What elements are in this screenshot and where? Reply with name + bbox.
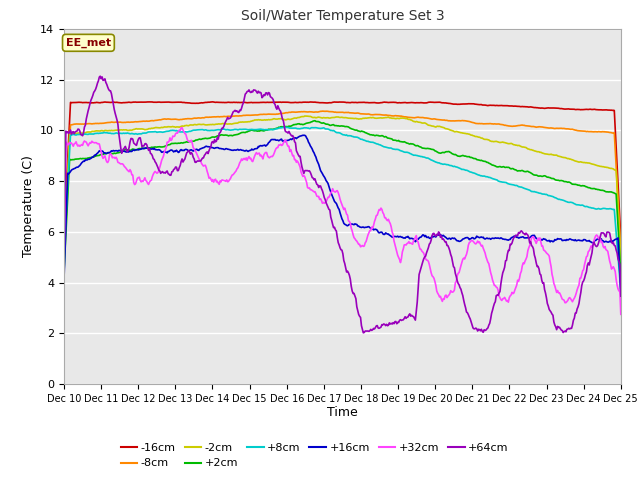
+8cm <box>617 288 625 294</box>
+8cm <box>389 146 397 152</box>
-16cm <box>209 99 216 105</box>
+16cm <box>60 276 68 282</box>
+8cm <box>204 128 211 133</box>
-8cm <box>60 243 68 249</box>
-2cm <box>389 115 397 121</box>
Y-axis label: Temperature (C): Temperature (C) <box>22 156 35 257</box>
+64cm <box>617 293 625 299</box>
-2cm <box>433 123 440 129</box>
-16cm <box>480 102 488 108</box>
+32cm <box>178 125 186 131</box>
-8cm <box>204 114 211 120</box>
+2cm <box>389 137 397 143</box>
+8cm <box>433 159 440 165</box>
+8cm <box>60 249 68 254</box>
-8cm <box>159 117 166 122</box>
-8cm <box>433 117 440 122</box>
+2cm <box>311 118 319 123</box>
-2cm <box>60 256 68 262</box>
+16cm <box>389 234 397 240</box>
Legend: -16cm, -8cm, -2cm, +2cm, +8cm, +16cm, +32cm, +64cm: -16cm, -8cm, -2cm, +2cm, +8cm, +16cm, +3… <box>121 443 508 468</box>
-16cm <box>433 99 440 105</box>
+16cm <box>617 290 625 296</box>
Title: Soil/Water Temperature Set 3: Soil/Water Temperature Set 3 <box>241 10 444 24</box>
+16cm <box>159 149 166 155</box>
-8cm <box>319 108 326 114</box>
+16cm <box>433 232 440 238</box>
Line: +2cm: +2cm <box>64 120 621 274</box>
+32cm <box>60 259 68 265</box>
Line: +16cm: +16cm <box>64 135 621 293</box>
-2cm <box>301 113 308 119</box>
-16cm <box>617 236 625 241</box>
+32cm <box>389 232 397 238</box>
+2cm <box>204 136 211 142</box>
+32cm <box>159 156 166 161</box>
+8cm <box>284 124 291 130</box>
+16cm <box>299 132 307 138</box>
-2cm <box>204 122 211 128</box>
Line: -16cm: -16cm <box>64 102 621 239</box>
+2cm <box>60 269 68 275</box>
+8cm <box>313 125 321 131</box>
-2cm <box>313 115 321 120</box>
+64cm <box>97 73 104 79</box>
+32cm <box>617 312 625 317</box>
-2cm <box>617 257 625 263</box>
-16cm <box>204 99 211 105</box>
-8cm <box>480 121 488 127</box>
+64cm <box>434 232 442 238</box>
+16cm <box>480 236 488 241</box>
+32cm <box>480 248 488 253</box>
Text: EE_met: EE_met <box>66 37 111 48</box>
+64cm <box>159 170 167 176</box>
+2cm <box>313 119 321 124</box>
Line: -8cm: -8cm <box>64 111 621 250</box>
+16cm <box>204 144 211 149</box>
+32cm <box>433 288 440 294</box>
Line: -2cm: -2cm <box>64 116 621 260</box>
+64cm <box>360 330 367 336</box>
X-axis label: Time: Time <box>327 407 358 420</box>
-16cm <box>313 99 321 105</box>
-8cm <box>389 113 397 119</box>
+2cm <box>480 158 488 164</box>
Line: +32cm: +32cm <box>64 128 621 314</box>
Line: +64cm: +64cm <box>64 76 621 333</box>
+64cm <box>313 181 321 187</box>
+8cm <box>480 173 488 179</box>
+16cm <box>313 157 321 163</box>
+32cm <box>204 171 212 177</box>
+64cm <box>204 151 212 156</box>
-8cm <box>617 247 625 253</box>
+2cm <box>433 149 440 155</box>
-16cm <box>159 99 166 105</box>
+2cm <box>617 271 625 277</box>
-2cm <box>159 125 166 131</box>
+8cm <box>159 130 166 135</box>
-16cm <box>60 231 68 237</box>
+64cm <box>390 321 398 326</box>
Line: +8cm: +8cm <box>64 127 621 291</box>
+2cm <box>159 144 166 150</box>
+64cm <box>481 327 489 333</box>
-2cm <box>480 136 488 142</box>
-16cm <box>389 99 397 105</box>
+64cm <box>60 253 68 259</box>
-8cm <box>312 109 320 115</box>
+32cm <box>313 193 321 199</box>
